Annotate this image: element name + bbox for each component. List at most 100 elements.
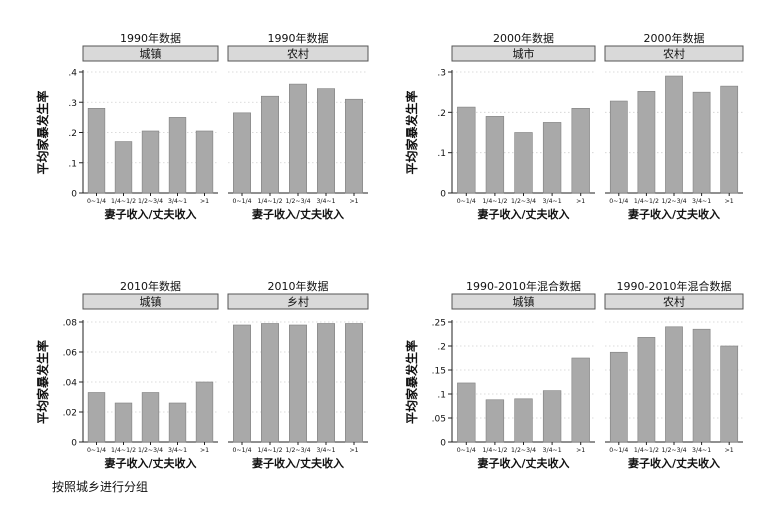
y-axis-label: 平均家暴发生率 [404, 340, 419, 424]
x-tick-label: 1/4~1/2 [482, 198, 507, 205]
bar [457, 382, 476, 443]
x-tick-label: 3/4~1 [316, 447, 335, 454]
panel-title: 2010年数据 [268, 279, 329, 293]
panel-strip [227, 45, 369, 62]
bar [720, 85, 739, 194]
y-tick-label: .2 [437, 109, 446, 119]
y-tick-label: 0 [440, 439, 446, 449]
x-axis-label: 妻子收入/丈夫收入 [104, 207, 196, 221]
y-tick-label: .04 [63, 379, 78, 389]
x-axis-label: 妻子收入/丈夫收入 [252, 456, 344, 470]
x-tick-label: 1/2~3/4 [285, 447, 310, 454]
x-tick-label: >1 [725, 447, 734, 454]
y-tick-label: .1 [437, 391, 446, 401]
x-tick-label: 0~1/4 [232, 198, 251, 205]
x-tick-label: 0~1/4 [87, 447, 106, 454]
bar [542, 390, 562, 443]
x-axis-label: 妻子收入/丈夫收入 [477, 456, 569, 470]
bar [571, 357, 590, 443]
x-axis-label: 妻子收入/丈夫收入 [628, 456, 720, 470]
bar [665, 326, 683, 443]
panel-strip-label: 农村 [663, 47, 685, 61]
x-axis-label: 妻子收入/丈夫收入 [252, 207, 344, 221]
panel-strip [82, 45, 219, 62]
y-tick-label: .06 [63, 349, 78, 359]
y-axis-label: 平均家暴发生率 [404, 90, 419, 174]
panel-strip [82, 293, 219, 310]
bar [609, 100, 628, 194]
panel-strip [451, 45, 596, 62]
y-tick-label: .25 [432, 319, 446, 329]
panel-title: 1990年数据 [120, 31, 181, 45]
y-tick-label: .3 [68, 99, 77, 109]
x-tick-label: >1 [349, 447, 358, 454]
panel-title: 1990-2010年混合数据 [466, 279, 581, 293]
bar [317, 88, 335, 194]
bar [168, 402, 187, 443]
panel-strip-label: 乡村 [287, 295, 309, 309]
y-tick-label: .4 [68, 69, 77, 79]
bar [457, 106, 476, 194]
x-tick-label: 1/2~3/4 [138, 447, 163, 454]
y-axis-label: 平均家暴发生率 [35, 90, 50, 174]
bar [233, 324, 251, 443]
panel-title: 2000年数据 [644, 31, 705, 45]
y-tick-label: .08 [63, 319, 78, 329]
panel-strip [604, 45, 744, 62]
bar [261, 95, 279, 194]
panel-strip-label: 城镇 [140, 295, 162, 309]
x-tick-label: 1/4~1/2 [634, 447, 659, 454]
x-tick-label: 1/2~3/4 [285, 198, 310, 205]
bar [571, 108, 590, 194]
panel-strip-label: 农村 [663, 295, 685, 309]
x-tick-label: >1 [725, 198, 734, 205]
x-axis-label: 妻子收入/丈夫收入 [628, 207, 720, 221]
bar [345, 323, 363, 443]
panel-strip-label: 城镇 [513, 295, 535, 309]
x-tick-label: >1 [349, 198, 358, 205]
bar [514, 132, 533, 194]
x-tick-label: 3/4~1 [543, 447, 562, 454]
y-tick-label: .3 [437, 69, 446, 79]
x-tick-label: 3/4~1 [316, 198, 335, 205]
x-tick-label: 1/4~1/2 [111, 198, 136, 205]
x-tick-label: 1/4~1/2 [257, 198, 282, 205]
bar [141, 130, 160, 194]
x-tick-label: 0~1/4 [457, 447, 476, 454]
footnote: 按照城乡进行分组 [52, 480, 149, 494]
panel-strip [451, 293, 596, 310]
x-tick-label: 0~1/4 [457, 198, 476, 205]
panel-strip [604, 293, 744, 310]
x-tick-label: 1/4~1/2 [482, 447, 507, 454]
bar [289, 324, 307, 443]
y-tick-label: .2 [68, 129, 77, 139]
bar [609, 351, 628, 443]
x-tick-label: 1/2~3/4 [661, 198, 686, 205]
x-axis-label: 妻子收入/丈夫收入 [477, 207, 569, 221]
y-tick-label: .05 [432, 415, 446, 425]
x-tick-label: >1 [576, 447, 585, 454]
panel-strip-label: 城市 [513, 47, 535, 61]
x-tick-label: 1/2~3/4 [511, 447, 536, 454]
bar [637, 91, 656, 194]
y-tick-label: .15 [432, 367, 446, 377]
bar [289, 83, 307, 194]
y-tick-label: .02 [63, 409, 77, 419]
x-tick-label: >1 [200, 447, 209, 454]
panel-title: 2010年数据 [120, 279, 181, 293]
bar [261, 323, 279, 443]
y-tick-label: 0 [71, 190, 77, 200]
panel-title: 2000年数据 [493, 31, 554, 45]
panel-title: 1990年数据 [268, 31, 329, 45]
bar [345, 98, 363, 194]
y-tick-label: 0 [440, 190, 446, 200]
x-tick-label: 3/4~1 [692, 198, 711, 205]
bar [233, 112, 251, 194]
x-tick-label: 3/4~1 [543, 198, 562, 205]
bar [168, 117, 187, 194]
bar [542, 122, 562, 194]
x-tick-label: 1/4~1/2 [257, 447, 282, 454]
x-tick-label: 0~1/4 [87, 198, 106, 205]
bar [692, 328, 711, 443]
